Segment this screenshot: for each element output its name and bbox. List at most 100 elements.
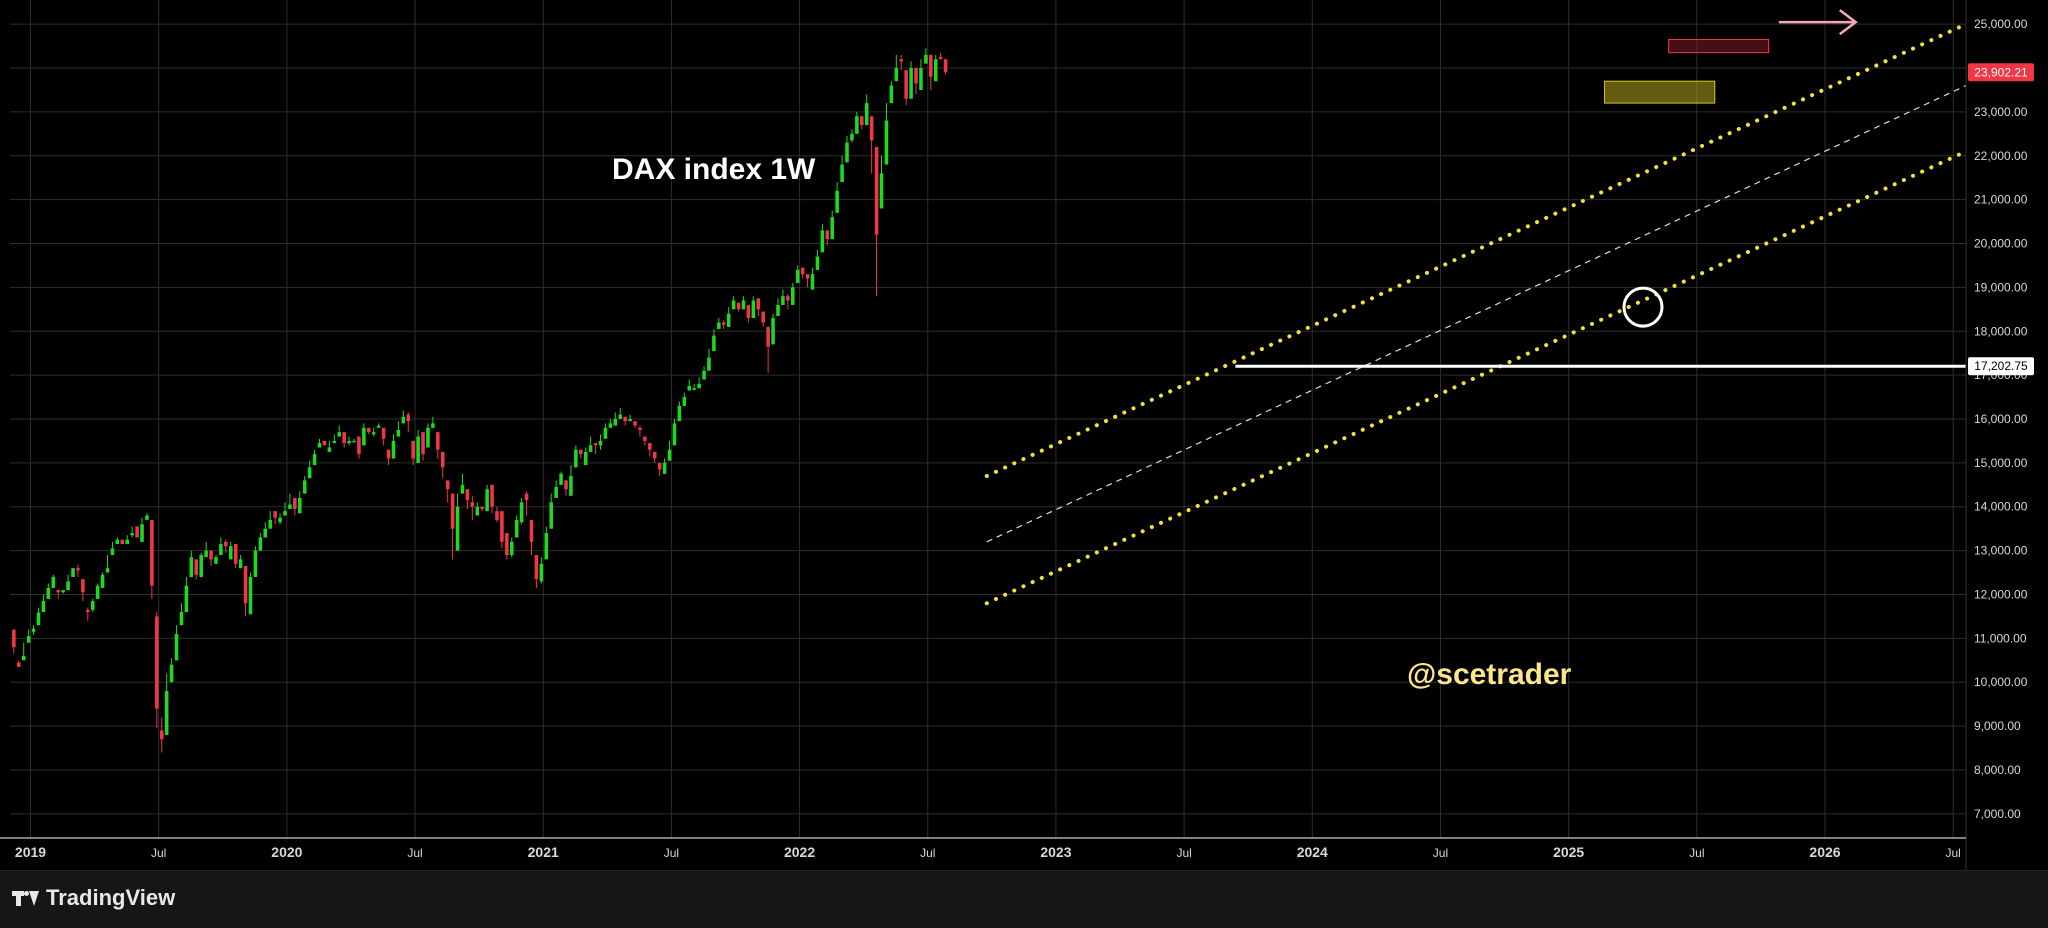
time-tick-label: 2023: [1040, 844, 1071, 860]
candle-body: [825, 230, 830, 240]
candle-body: [909, 68, 913, 99]
candle-body: [717, 322, 721, 330]
candle-body: [169, 664, 174, 683]
resistance-box: [1668, 38, 1770, 54]
price-axis[interactable]: 7,000.00 8,000.00 9,000.00 10,000.00 11,000.…: [1968, 17, 2034, 821]
candle-body: [662, 462, 667, 474]
candle-body: [263, 528, 268, 538]
candle-body: [864, 103, 869, 126]
candle-body: [598, 440, 603, 446]
candle-body: [776, 304, 780, 316]
tradingview-logo-icon: [12, 888, 40, 908]
time-tick-label: Jul: [1689, 846, 1704, 860]
time-axis[interactable]: 2019 Jul 2020 Jul 2021 Jul 2022 Jul 2023 Jul 2024 J…: [15, 844, 1961, 860]
candle-body: [288, 504, 292, 509]
candle-body: [293, 497, 297, 509]
price-tick-label: 21,000.00: [1974, 193, 2028, 207]
candle-body: [357, 436, 361, 455]
candle-body: [90, 601, 95, 610]
candle-body: [697, 383, 701, 389]
candle-body: [406, 414, 411, 422]
candle-body: [564, 480, 568, 490]
candle-body: [569, 476, 573, 496]
candle-body: [485, 489, 489, 512]
candle-body: [938, 57, 943, 60]
candle-body: [549, 502, 553, 529]
candle-body: [929, 54, 933, 77]
candle-body: [386, 449, 391, 459]
candle-body: [140, 524, 144, 542]
candle-body: [253, 550, 258, 577]
candle-body: [588, 445, 593, 452]
candle-body: [810, 274, 815, 290]
candle-body: [628, 419, 632, 422]
dax-weekly-chart[interactable]: 7,000.00 8,000.00 9,000.00 10,000.00 11,000.…: [0, 0, 2048, 870]
candle-body: [815, 256, 820, 270]
candle-body: [367, 427, 371, 433]
price-label-box: [1968, 357, 2034, 376]
price-tick-label: 15,000.00: [1974, 456, 2028, 470]
chart-grid: [10, 0, 1966, 838]
time-tick-label: Jul: [664, 846, 679, 860]
candle-body: [874, 146, 879, 235]
candle-body: [559, 473, 563, 485]
candle-body: [495, 511, 499, 520]
candle-body: [771, 318, 775, 345]
time-tick-label: 2025: [1553, 844, 1584, 860]
candle-body: [514, 519, 519, 538]
candle-body: [613, 419, 618, 426]
candle-body: [840, 164, 844, 183]
candle-body: [164, 691, 169, 735]
candle-body: [943, 59, 948, 73]
candle-body: [426, 427, 430, 448]
target-arrow-head: [1839, 9, 1858, 36]
candle-body: [899, 59, 904, 62]
time-tick-label: 2024: [1297, 844, 1328, 860]
candle-body: [505, 533, 509, 556]
tradingview-brand[interactable]: TradingView: [12, 885, 175, 911]
candle-body: [307, 467, 312, 479]
time-tick-label: 2021: [528, 844, 559, 860]
candle-body: [228, 546, 233, 560]
brand-label: TradingView: [46, 885, 176, 910]
candle-body: [519, 502, 524, 523]
candle-body: [243, 565, 248, 604]
price-tick-label: 7,000.00: [1974, 807, 2021, 821]
candle-body: [371, 432, 376, 435]
candle-body: [603, 427, 608, 439]
highlight-circle: [1622, 286, 1664, 328]
candle-body: [81, 579, 85, 593]
candle-body: [76, 568, 80, 571]
watermark-handle: @scetrader: [1407, 658, 1572, 691]
candle-body: [312, 454, 317, 466]
time-tick-label: 2019: [15, 844, 46, 860]
candle-body: [337, 432, 341, 437]
candle-body: [751, 300, 756, 319]
candle-body: [692, 388, 696, 390]
candle-body: [593, 443, 598, 446]
candle-body: [362, 427, 366, 446]
candle-body: [746, 304, 751, 319]
candle-body: [342, 432, 346, 444]
candle-body: [145, 515, 149, 520]
candle-body: [682, 397, 687, 406]
candle-body: [707, 357, 711, 371]
candle-body: [150, 519, 154, 586]
candle-body: [110, 548, 115, 556]
candle-body: [835, 190, 839, 213]
price-tick-label: 9,000.00: [1974, 719, 2021, 733]
candle-body: [273, 511, 277, 518]
candle-body: [421, 432, 425, 455]
candle-body: [618, 414, 623, 419]
candle-body: [130, 533, 134, 536]
candle-body: [199, 555, 203, 577]
channel-lower-line: [984, 149, 1968, 606]
candle-body: [470, 502, 475, 507]
price-zones: [1604, 38, 1770, 104]
candle-body: [879, 173, 884, 209]
candle-body: [583, 451, 588, 466]
time-tick-label: 2020: [271, 844, 302, 860]
candle-body: [884, 120, 889, 165]
support-box: [1604, 80, 1716, 104]
candle-body: [445, 480, 450, 490]
